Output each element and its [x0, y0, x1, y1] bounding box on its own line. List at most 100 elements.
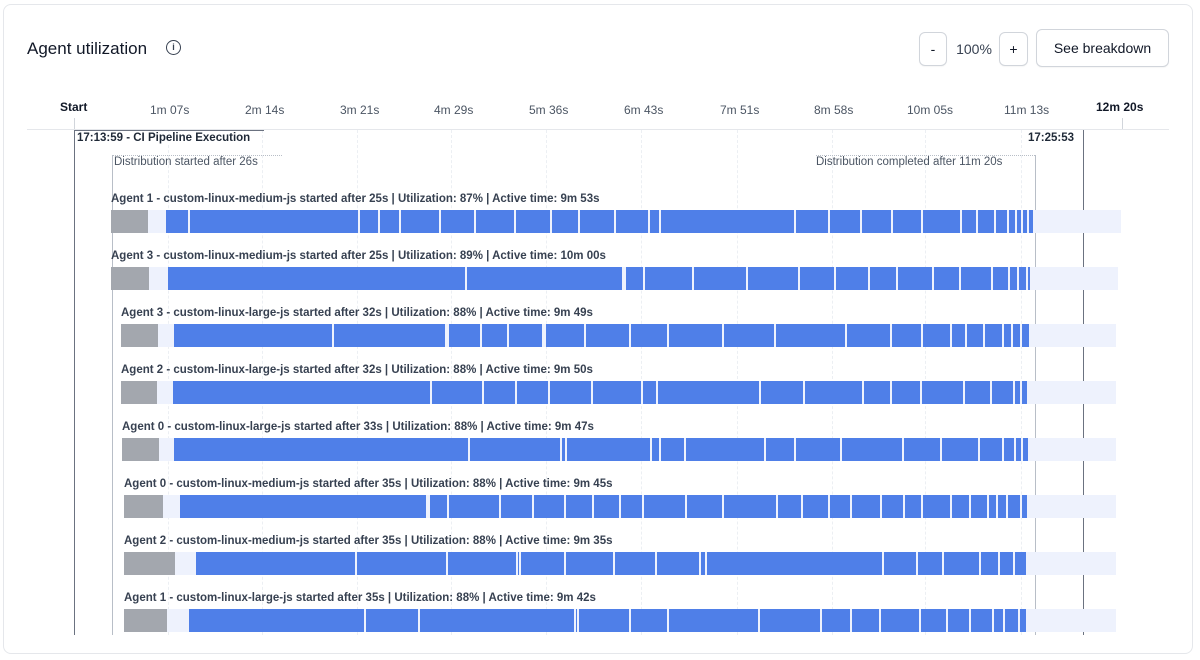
task-segment[interactable]	[173, 381, 430, 404]
task-segment[interactable]	[934, 267, 959, 290]
task-segment[interactable]	[1029, 210, 1033, 233]
task-segment[interactable]	[166, 210, 188, 233]
task-segment[interactable]	[701, 552, 705, 575]
task-segment[interactable]	[441, 210, 474, 233]
task-segment[interactable]	[761, 381, 803, 404]
task-segment[interactable]	[921, 609, 946, 632]
task-segment[interactable]	[862, 210, 891, 233]
task-segment[interactable]	[189, 609, 364, 632]
task-segment[interactable]	[334, 324, 445, 347]
agent-setup-segment[interactable]	[124, 609, 167, 632]
task-segment[interactable]	[509, 324, 542, 347]
task-segment[interactable]	[518, 552, 519, 575]
task-segment[interactable]	[830, 210, 860, 233]
task-segment[interactable]	[1013, 324, 1020, 347]
task-segment[interactable]	[567, 438, 650, 461]
task-segment[interactable]	[631, 324, 667, 347]
task-segment[interactable]	[881, 609, 919, 632]
task-segment[interactable]	[923, 324, 950, 347]
task-segment[interactable]	[893, 210, 921, 233]
task-segment[interactable]	[985, 324, 1002, 347]
task-segment[interactable]	[645, 267, 692, 290]
task-segment[interactable]	[626, 267, 643, 290]
task-segment[interactable]	[467, 267, 622, 290]
task-segment[interactable]	[796, 438, 840, 461]
task-segment[interactable]	[1023, 210, 1027, 233]
task-segment[interactable]	[905, 495, 921, 518]
task-segment[interactable]	[980, 438, 1002, 461]
task-segment[interactable]	[366, 609, 418, 632]
see-breakdown-button[interactable]: See breakdown	[1036, 29, 1169, 67]
task-segment[interactable]	[1020, 609, 1026, 632]
task-segment[interactable]	[776, 324, 845, 347]
task-segment[interactable]	[996, 210, 1007, 233]
task-segment[interactable]	[521, 552, 564, 575]
task-segment[interactable]	[1004, 324, 1011, 347]
agent-setup-segment[interactable]	[124, 495, 163, 518]
task-segment[interactable]	[864, 381, 890, 404]
task-segment[interactable]	[942, 438, 978, 461]
task-segment[interactable]	[918, 552, 942, 575]
task-segment[interactable]	[694, 267, 746, 290]
task-segment[interactable]	[842, 438, 902, 461]
task-segment[interactable]	[420, 609, 574, 632]
task-segment[interactable]	[168, 267, 465, 290]
zoom-out-button[interactable]: -	[919, 32, 947, 66]
agent-setup-segment[interactable]	[111, 267, 149, 290]
agent-setup-segment[interactable]	[124, 552, 175, 575]
task-segment[interactable]	[904, 438, 940, 461]
info-icon[interactable]: i	[166, 40, 181, 55]
task-segment[interactable]	[180, 495, 426, 518]
task-segment[interactable]	[852, 609, 879, 632]
task-segment[interactable]	[852, 495, 880, 518]
task-segment[interactable]	[546, 324, 584, 347]
task-segment[interactable]	[357, 552, 446, 575]
task-segment[interactable]	[448, 552, 516, 575]
task-segment[interactable]	[994, 609, 1003, 632]
task-segment[interactable]	[1005, 609, 1018, 632]
task-segment[interactable]	[796, 210, 828, 233]
task-segment[interactable]	[380, 210, 399, 233]
task-segment[interactable]	[661, 438, 684, 461]
task-segment[interactable]	[1009, 210, 1015, 233]
task-segment[interactable]	[884, 552, 916, 575]
task-segment[interactable]	[892, 381, 920, 404]
task-segment[interactable]	[800, 267, 834, 290]
task-segment[interactable]	[566, 495, 592, 518]
task-segment[interactable]	[644, 495, 685, 518]
task-segment[interactable]	[476, 210, 514, 233]
task-segment[interactable]	[1022, 381, 1027, 404]
task-segment[interactable]	[401, 210, 439, 233]
task-segment[interactable]	[882, 495, 903, 518]
task-segment[interactable]	[579, 609, 629, 632]
task-segment[interactable]	[805, 381, 862, 404]
task-segment[interactable]	[1022, 495, 1027, 518]
task-segment[interactable]	[978, 210, 994, 233]
task-segment[interactable]	[174, 438, 468, 461]
task-segment[interactable]	[1015, 381, 1020, 404]
task-segment[interactable]	[830, 495, 850, 518]
agent-setup-segment[interactable]	[121, 324, 158, 347]
zoom-in-button[interactable]: +	[999, 32, 1028, 66]
task-segment[interactable]	[1010, 267, 1017, 290]
agent-setup-segment[interactable]	[111, 210, 148, 233]
task-segment[interactable]	[687, 495, 722, 518]
task-segment[interactable]	[594, 495, 619, 518]
task-segment[interactable]	[470, 438, 560, 461]
task-segment[interactable]	[981, 552, 998, 575]
task-segment[interactable]	[449, 324, 480, 347]
task-segment[interactable]	[1028, 267, 1030, 290]
task-segment[interactable]	[923, 210, 960, 233]
task-segment[interactable]	[1023, 438, 1028, 461]
task-segment[interactable]	[615, 552, 655, 575]
task-segment[interactable]	[360, 210, 378, 233]
task-segment[interactable]	[760, 609, 820, 632]
task-segment[interactable]	[803, 495, 828, 518]
task-segment[interactable]	[992, 381, 1013, 404]
task-segment[interactable]	[516, 210, 550, 233]
task-segment[interactable]	[643, 381, 656, 404]
task-segment[interactable]	[1019, 267, 1026, 290]
task-segment[interactable]	[822, 609, 850, 632]
task-segment[interactable]	[562, 438, 565, 461]
task-segment[interactable]	[1016, 438, 1021, 461]
